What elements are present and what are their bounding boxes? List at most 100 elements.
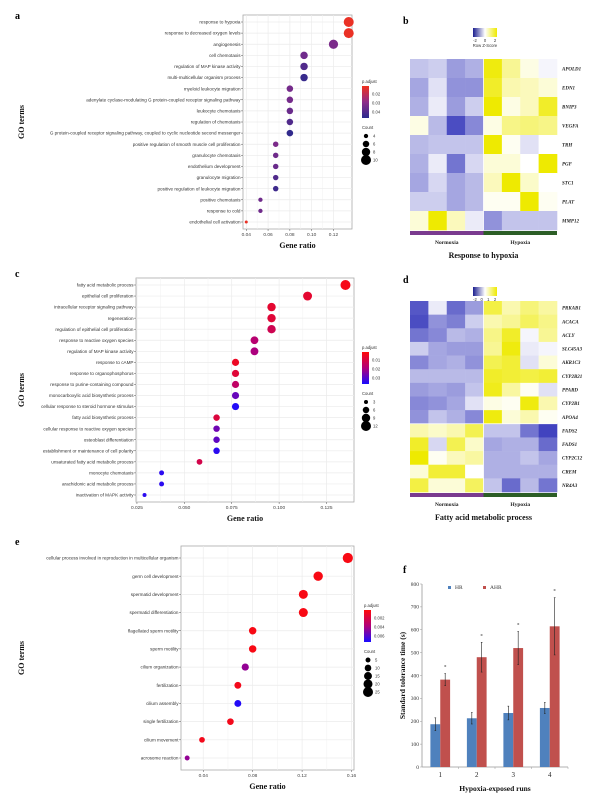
panel-f: f 0 100 200 300 400 500 600 700 800 1 * 2 * 3 * 4 * HR AHR H… — [398, 565, 569, 793]
color-legend-title: p.adjust — [364, 603, 380, 608]
heatmap-cell — [446, 369, 466, 384]
heatmap-cell — [428, 478, 448, 493]
heatmap-cell — [501, 396, 521, 411]
size-legend-label: 5 — [375, 658, 378, 663]
zscore-legend-tick: 2 — [494, 38, 497, 43]
heatmap-cell — [410, 464, 429, 479]
plot-area — [135, 277, 355, 503]
group-color-bar — [483, 231, 557, 235]
heatmap-cell — [446, 464, 466, 479]
heatmap-cell — [520, 423, 539, 438]
heatmap-cell — [465, 116, 484, 136]
heatmap-cell — [483, 396, 503, 411]
go-term-label: epithelial cell proliferation — [82, 294, 134, 299]
heatmap-cell — [520, 78, 539, 98]
legend-swatch — [448, 586, 451, 589]
go-term-label: regulation of chemotaxis — [191, 120, 241, 125]
data-point — [231, 402, 240, 411]
go-term-label: response to reactive oxygen species — [59, 338, 134, 343]
heatmap-cell — [465, 192, 484, 212]
heatmap-cell — [428, 328, 448, 343]
heatmap-cell — [465, 355, 484, 370]
heatmap-cell — [428, 369, 448, 384]
data-point — [199, 736, 205, 743]
legend-label: AHR — [490, 585, 502, 591]
go-term-label: response to purine-containing compound — [50, 382, 134, 387]
data-point — [248, 627, 257, 635]
go-term-label: single fertilization — [143, 719, 179, 724]
panel-letter: c — [15, 269, 20, 280]
heatmap-cell — [428, 464, 448, 479]
heatmap-cell — [501, 314, 521, 329]
heatmap-cell — [520, 369, 539, 384]
heatmap-cell — [428, 135, 448, 155]
data-point — [258, 197, 263, 202]
size-legend-dot — [363, 679, 373, 689]
significance-marker: * — [444, 665, 447, 671]
heatmap-cell — [483, 410, 503, 425]
x-axis-title: Gene ratio — [279, 241, 315, 250]
data-point — [343, 28, 354, 39]
heatmap-cell — [410, 451, 429, 466]
size-legend-label: 8 — [373, 150, 376, 155]
data-point — [342, 552, 353, 564]
heatmap-cell — [465, 135, 484, 155]
heatmap-cell — [501, 192, 521, 212]
heatmap-cell — [483, 382, 503, 397]
heatmap-cell — [428, 410, 448, 425]
heatmap-cell — [465, 478, 484, 493]
go-term-label: fatty acid metabolic process — [77, 283, 134, 288]
panel-a: a 0.04 0.06 0.08 0.10 0.12 response to hypoxia… — [15, 11, 381, 250]
heatmap-cell — [520, 116, 539, 136]
gene-label: STC1 — [562, 181, 574, 186]
data-point — [250, 336, 259, 345]
gene-label: EDN1 — [561, 86, 575, 91]
size-legend-label: 12 — [373, 424, 378, 429]
significance-marker: * — [553, 589, 556, 595]
heatmap-cell — [410, 478, 429, 493]
heatmap-cell — [538, 116, 558, 136]
heatmap-cell — [538, 78, 558, 98]
heatmap-cell — [538, 464, 558, 479]
zscore-legend-tick: 0 — [484, 38, 487, 43]
go-term-label: cellular response to reactive oxygen spe… — [43, 426, 134, 431]
heatmap-cell — [446, 478, 466, 493]
heatmap-cell — [465, 451, 484, 466]
data-point — [244, 220, 248, 224]
heatmap-cell — [465, 173, 484, 193]
gene-label: MMP12 — [561, 219, 579, 224]
zscore-legend-tick: -2 — [473, 38, 477, 43]
group-label: Normoxia — [435, 502, 459, 508]
heatmap-cell — [520, 341, 539, 356]
y-axis-title: GO terms — [17, 105, 26, 139]
gene-label: VEGFA — [562, 124, 579, 129]
heatmap-cell — [446, 328, 466, 343]
x-tick-label: 0.12 — [329, 232, 339, 238]
heatmap-cell — [428, 59, 448, 79]
data-point — [213, 447, 220, 455]
heatmap-cell — [446, 341, 466, 356]
heatmap-cell — [410, 116, 429, 136]
zscore-legend-tick: -2 — [473, 297, 477, 302]
go-term-label: monocyte chemotaxis — [89, 470, 134, 475]
heatmap-cell — [483, 355, 503, 370]
heatmap-cell — [538, 355, 558, 370]
panel-letter: d — [403, 275, 409, 286]
heatmap-cell — [465, 59, 484, 79]
heatmap-cell — [520, 97, 539, 117]
y-tick-label: 0 — [416, 765, 419, 771]
heatmap-cell — [410, 59, 429, 79]
data-point — [303, 291, 313, 301]
heatmap-cell — [465, 396, 484, 411]
panel-letter: e — [15, 537, 20, 548]
heatmap-cell — [428, 423, 448, 438]
heatmap-cell — [410, 135, 429, 155]
heatmap-cell — [465, 341, 484, 356]
heatmap-cell — [428, 192, 448, 212]
heatmap-cell — [410, 437, 429, 452]
heatmap-cell — [520, 314, 539, 329]
x-axis-title: Gene ratio — [249, 782, 285, 791]
color-legend-tick: 0.01 — [372, 358, 381, 363]
y-axis-title: GO terms — [17, 373, 26, 407]
